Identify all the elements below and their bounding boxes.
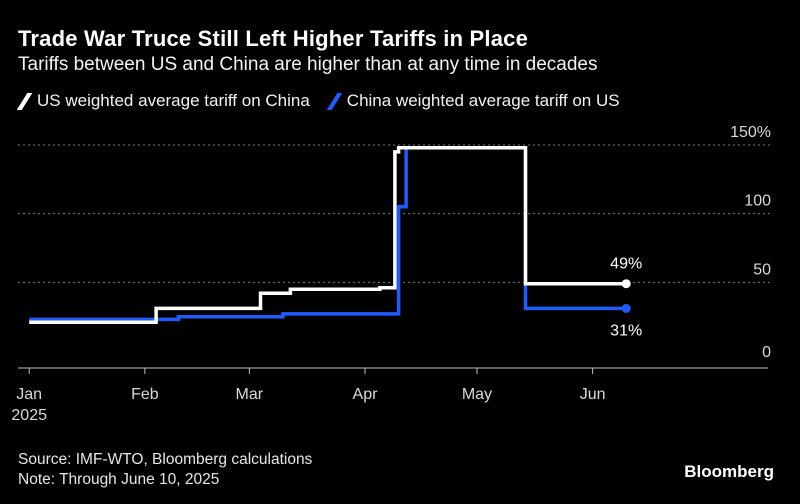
y-tick-label: 0 — [762, 344, 771, 361]
x-tick-sublabel: 2025 — [11, 407, 47, 424]
legend-item-china: China weighted average tariff on US — [326, 91, 620, 111]
us-end-point — [621, 279, 631, 289]
x-tick-label: Jan — [16, 386, 42, 403]
legend-label-us: US weighted average tariff on China — [37, 91, 310, 110]
x-tick-label: Jun — [580, 386, 606, 403]
china-tariff-line — [29, 145, 627, 322]
y-tick-label: 50 — [753, 261, 771, 278]
china-end-point — [621, 303, 631, 313]
chart-title: Trade War Truce Still Left Higher Tariff… — [18, 26, 529, 51]
x-tick-label: Apr — [353, 386, 379, 403]
y-tick-label: 150% — [730, 124, 771, 141]
us-end-label: 49% — [610, 256, 642, 273]
x-tick-label: Feb — [131, 386, 159, 403]
y-tick-label: 100 — [744, 193, 771, 210]
chart-legend: US weighted average tariff on China Chin… — [16, 91, 638, 111]
x-tick-label: Mar — [236, 386, 264, 403]
footnote: Note: Through June 10, 2025 — [18, 471, 220, 488]
legend-label-china: China weighted average tariff on US — [346, 91, 620, 110]
china-end-label: 31% — [610, 322, 642, 339]
us-tariff-line — [29, 145, 627, 324]
source-note: Source: IMF-WTO, Bloomberg calculations — [18, 451, 313, 468]
x-tick-label: May — [462, 386, 492, 403]
chart-subtitle: Tariffs between US and China are higher … — [18, 54, 598, 75]
legend-item-us: US weighted average tariff on China — [16, 91, 310, 111]
bloomberg-logo: Bloomberg — [684, 462, 774, 481]
